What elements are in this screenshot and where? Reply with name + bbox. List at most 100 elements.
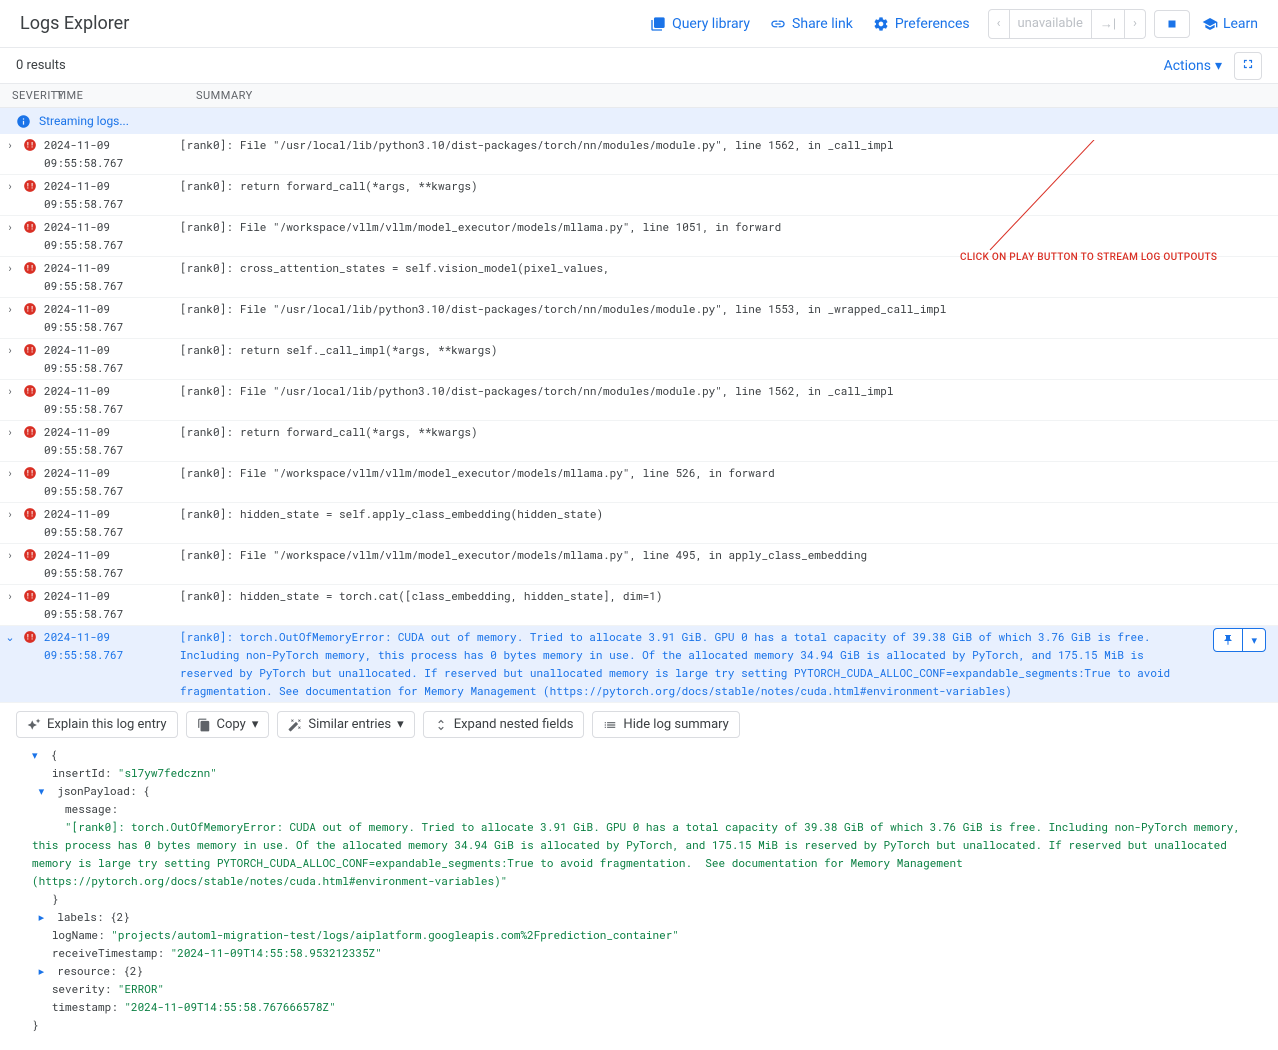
log-row[interactable]: ›!!2024-11-09 09:55:58.767[rank0]: hidde… (0, 585, 1278, 626)
streaming-banner: Streaming logs... (0, 108, 1278, 134)
log-timestamp: 2024-11-09 09:55:58.767 (40, 300, 180, 336)
expand-nested-button[interactable]: Expand nested fields (423, 711, 585, 738)
log-timestamp: 2024-11-09 09:55:58.767 (40, 259, 180, 295)
log-row[interactable]: ›!!2024-11-09 09:55:58.767[rank0]: File … (0, 380, 1278, 421)
log-row[interactable]: ›!!2024-11-09 09:55:58.767[rank0]: cross… (0, 257, 1278, 298)
json-toggle[interactable]: ▸ (39, 908, 51, 926)
svg-text:!!: !! (26, 222, 34, 231)
severity-error-icon: !! (20, 300, 40, 316)
log-timestamp: 2024-11-09 09:55:58.767 (40, 423, 180, 459)
log-message: File "/usr/local/lib/python3.10/dist-pac… (240, 136, 1278, 154)
log-prefix: [rank0]: (180, 546, 240, 564)
log-message: hidden_state = self.apply_class_embeddin… (240, 505, 1278, 523)
log-timestamp: 2024-11-09 09:55:58.767 (40, 382, 180, 418)
share-link-label: Share link (792, 16, 853, 32)
expand-icon[interactable]: › (0, 464, 20, 482)
log-prefix: [rank0]: (180, 587, 240, 605)
preferences-button[interactable]: Preferences (863, 10, 980, 38)
fullscreen-icon (1241, 57, 1255, 71)
info-icon (16, 114, 31, 129)
json-detail: ▾ { insertId: "sl7yw7fedcznn" ▾ jsonPayl… (0, 746, 1278, 1050)
expand-icon[interactable]: › (0, 423, 20, 441)
nav-prev-button[interactable]: ‹ (989, 10, 1010, 38)
expand-icon[interactable]: › (0, 177, 20, 195)
log-prefix: [rank0]: (180, 218, 240, 236)
json-value: "sl7yw7fedcznn" (118, 765, 217, 780)
hide-label: Hide log summary (623, 717, 728, 732)
json-toggle[interactable]: ▾ (32, 746, 44, 764)
svg-text:!!: !! (26, 468, 34, 477)
log-row-selected[interactable]: ⌄ !! 2024-11-09 09:55:58.767 [rank0]: to… (0, 626, 1278, 703)
expand-icon[interactable]: › (0, 300, 20, 318)
nav-next-button[interactable]: › (1125, 10, 1145, 38)
json-key: jsonPayload: (57, 783, 136, 798)
log-row[interactable]: ›!!2024-11-09 09:55:58.767[rank0]: File … (0, 216, 1278, 257)
results-bar: 0 results Actions ▾ (0, 48, 1278, 84)
expand-icon[interactable]: › (0, 136, 20, 154)
log-row[interactable]: ›!!2024-11-09 09:55:58.767[rank0]: File … (0, 134, 1278, 175)
json-key: insertId: (52, 765, 111, 780)
log-message: File "/workspace/vllm/vllm/model_executo… (240, 464, 1278, 482)
wand-icon (288, 718, 302, 732)
expand-icon[interactable]: › (0, 259, 20, 277)
log-prefix: [rank0]: (180, 423, 240, 441)
hide-summary-button[interactable]: Hide log summary (592, 711, 739, 738)
stop-icon (1165, 17, 1179, 31)
pin-dropdown[interactable]: ▾ (1243, 629, 1265, 651)
json-key: severity: (52, 981, 111, 996)
pin-button[interactable] (1214, 629, 1243, 651)
expand-icon[interactable]: › (0, 546, 20, 564)
query-library-button[interactable]: Query library (640, 10, 760, 38)
expand-icon[interactable]: › (0, 341, 20, 359)
actions-dropdown[interactable]: Actions ▾ (1164, 58, 1222, 74)
log-timestamp: 2024-11-09 09:55:58.767 (40, 341, 180, 377)
log-row[interactable]: ›!!2024-11-09 09:55:58.767[rank0]: hidde… (0, 503, 1278, 544)
copy-button[interactable]: Copy ▾ (186, 711, 270, 738)
log-timestamp: 2024-11-09 09:55:58.767 (40, 505, 180, 541)
stream-stop-button[interactable] (1154, 10, 1190, 38)
log-prefix: [rank0]: (180, 382, 240, 400)
copy-label: Copy (217, 717, 246, 732)
log-row[interactable]: ›!!2024-11-09 09:55:58.767[rank0]: File … (0, 544, 1278, 585)
explain-button[interactable]: Explain this log entry (16, 711, 178, 738)
severity-error-icon: !! (20, 218, 40, 234)
severity-error-icon: !! (20, 259, 40, 275)
similar-button[interactable]: Similar entries ▾ (277, 711, 414, 738)
time-nav-group: ‹ unavailable →| › (988, 9, 1146, 39)
chevron-down-icon: ▾ (1215, 58, 1222, 74)
log-row[interactable]: ›!! 2024-11-09 09:55:58.767[rank0]: retur… (0, 339, 1278, 380)
json-key: receiveTimestamp: (52, 945, 164, 960)
share-link-button[interactable]: Share link (760, 10, 863, 38)
svg-text:!!: !! (26, 345, 34, 354)
collapse-icon[interactable]: ⌄ (0, 628, 20, 646)
severity-error-icon: !! (20, 423, 40, 439)
log-timestamp: 2024-11-09 09:55:58.767 (40, 546, 180, 582)
log-row[interactable]: ›!!2024-11-09 09:55:58.767[rank0]: File … (0, 462, 1278, 503)
pin-group: ▾ (1213, 628, 1266, 652)
expand-icon[interactable]: › (0, 587, 20, 605)
expand-icon[interactable]: › (0, 382, 20, 400)
preferences-label: Preferences (895, 16, 970, 32)
json-key: message: (65, 801, 118, 816)
gear-icon (873, 16, 889, 32)
fullscreen-button[interactable] (1234, 52, 1262, 80)
svg-text:!!: !! (26, 304, 34, 313)
log-row[interactable]: ›!!2024-11-09 09:55:58.767[rank0]: File … (0, 298, 1278, 339)
severity-error-icon: !! (20, 546, 40, 562)
expand-icon[interactable]: › (0, 505, 20, 523)
json-toggle[interactable]: ▾ (39, 782, 51, 800)
library-icon (650, 16, 666, 32)
log-prefix: [rank0]: (180, 341, 240, 359)
severity-error-icon: !! (20, 464, 40, 480)
sparkle-icon (27, 718, 41, 732)
nav-jump-button[interactable]: →| (1092, 10, 1125, 38)
json-value: "ERROR" (118, 981, 164, 996)
log-message: return forward_call(*args, **kwargs) (240, 423, 1278, 441)
log-row[interactable]: ›!!2024-11-09 09:55:58.767[rank0]: retur… (0, 175, 1278, 216)
log-message: return self._call_impl(*args, **kwargs) (240, 341, 1278, 359)
col-time: Time (56, 89, 186, 102)
log-row[interactable]: ›!!2024-11-09 09:55:58.767[rank0]: retur… (0, 421, 1278, 462)
expand-icon[interactable]: › (0, 218, 20, 236)
json-toggle[interactable]: ▸ (39, 962, 51, 980)
learn-button[interactable]: Learn (1202, 16, 1258, 32)
